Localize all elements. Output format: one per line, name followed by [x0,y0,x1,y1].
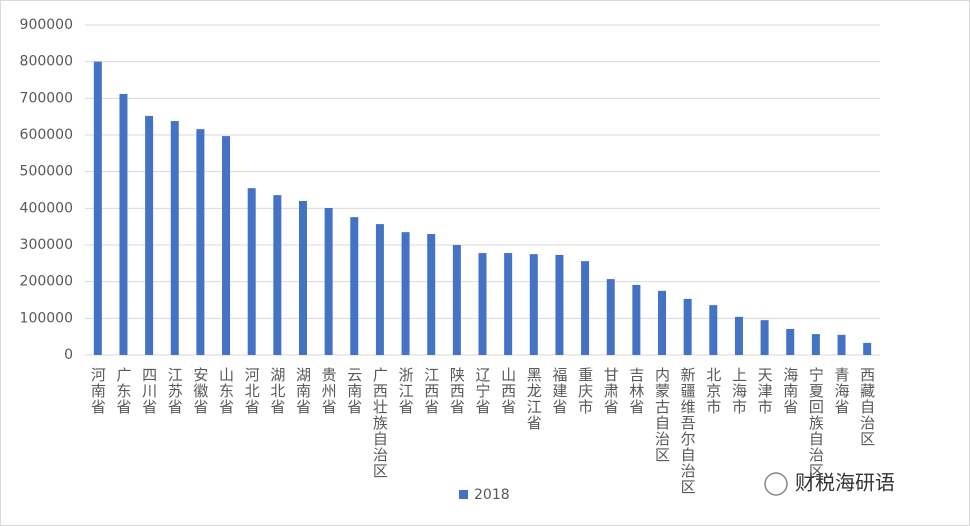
x-tick-label: 辽宁省 [474,367,492,415]
bar [606,279,615,355]
bar [581,261,590,355]
y-tick-label: 600000 [20,127,73,143]
bar [683,298,692,355]
x-tick-label: 黑龙江省 [525,367,543,431]
bar [504,253,513,355]
x-tick-label: 安徽省 [191,367,209,415]
bar [734,316,743,355]
x-tick-label: 陕西省 [448,367,466,415]
x-tick-label: 青海省 [833,367,851,415]
x-tick-label: 四川省 [140,367,158,415]
x-tick-label: 海南省 [781,367,799,415]
bar [863,342,872,355]
y-tick-label: 500000 [20,164,73,180]
bar [478,253,487,355]
x-tick-label: 江西省 [422,367,440,415]
x-tick-label: 江苏省 [166,367,184,415]
y-tick-label: 700000 [20,90,73,106]
bar [196,129,205,355]
x-tick-label: 西藏自治区 [858,367,876,447]
bar [145,115,154,355]
bar [247,188,256,355]
y-tick-label: 0 [64,347,73,363]
bar [529,254,538,355]
bar [555,254,564,355]
bar [786,328,795,355]
bar [170,121,179,355]
legend-label: 2018 [474,487,510,503]
x-tick-label: 宁夏回族自治区 [807,367,825,479]
x-tick-label: 贵州省 [320,367,338,415]
bar [350,217,359,355]
watermark: 财税海研语 [764,471,895,496]
y-tick-label: 100000 [20,310,73,326]
bar [119,93,128,355]
x-tick-label: 新疆维吾尔自治区 [679,367,697,495]
bar [811,334,820,355]
x-tick-label: 广西壮族自治区 [371,367,389,479]
x-tick-label: 云南省 [345,367,363,415]
x-tick-label: 上海市 [730,367,748,415]
x-tick-label: 河北省 [243,367,261,415]
x-tick-label: 重庆市 [576,367,594,415]
x-tick-label: 内蒙古自治区 [653,367,671,463]
x-tick-label: 广东省 [114,367,132,415]
bar [452,245,461,355]
bar [93,61,102,356]
bar [324,207,333,355]
watermark-icon [764,472,788,496]
y-tick-label: 200000 [20,274,73,290]
y-tick-label: 900000 [20,17,73,33]
x-tick-label: 甘肃省 [602,367,620,415]
x-tick-label: 湖北省 [268,367,286,415]
y-tick-label: 400000 [20,200,73,216]
x-tick-label: 河南省 [89,367,107,415]
x-tick-label: 北京市 [704,367,722,415]
x-tick-label: 吉林省 [627,367,645,415]
x-tick-label: 天津市 [756,367,774,415]
x-tick-label: 山东省 [217,367,235,415]
bar [709,305,718,355]
bar [837,334,846,355]
bar [658,290,667,355]
x-tick-label: 山西省 [499,367,517,415]
bar [375,224,384,355]
bar [298,201,307,355]
x-tick-label: 浙江省 [397,367,415,415]
y-tick-label: 800000 [20,54,73,70]
bar [401,232,410,355]
watermark-text: 财税海研语 [795,471,895,495]
bar [632,284,641,355]
legend-swatch [459,490,468,499]
y-tick-label: 300000 [20,237,73,253]
x-tick-label: 福建省 [550,367,568,415]
bar [273,195,282,355]
bar [427,234,436,355]
x-tick-label: 湖南省 [294,367,312,415]
bar [222,136,231,355]
bar [760,320,769,355]
